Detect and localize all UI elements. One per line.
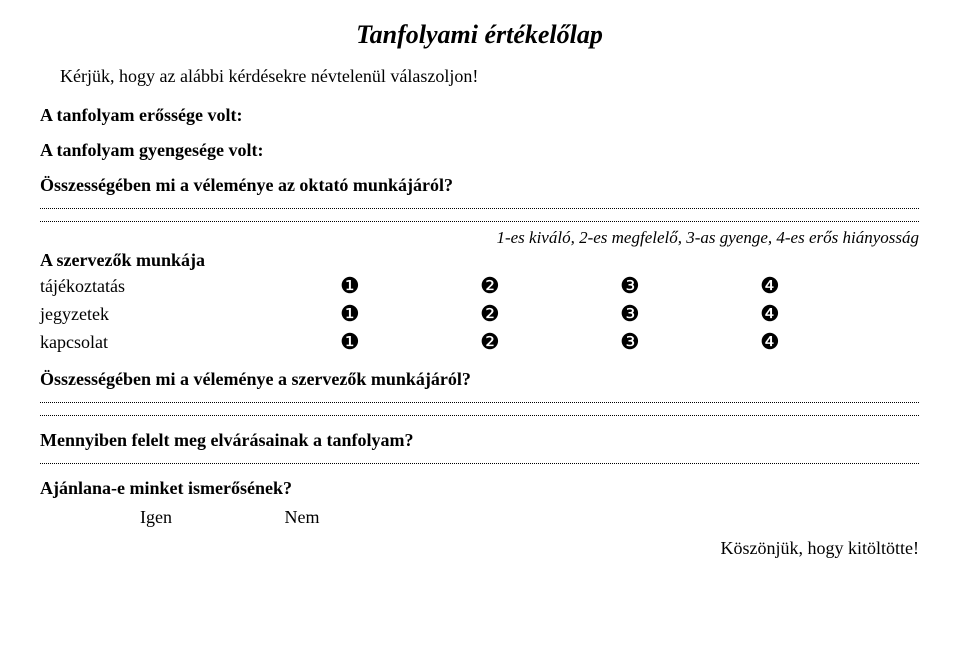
- question-weakness: A tanfolyam gyengesége volt:: [40, 140, 919, 161]
- rating-option-3[interactable]: ❸: [620, 273, 760, 299]
- rating-option-4[interactable]: ❹: [760, 273, 900, 299]
- rating-legend: 1-es kiváló, 2-es megfelelő, 3-as gyenge…: [40, 228, 919, 248]
- rating-label: tájékoztatás: [40, 276, 340, 297]
- dotted-line: [40, 415, 919, 416]
- rating-option-2[interactable]: ❷: [480, 273, 620, 299]
- rating-label: kapcsolat: [40, 332, 340, 353]
- question-organizers: Összességében mi a véleménye a szervezők…: [40, 369, 919, 390]
- rating-option-1[interactable]: ❶: [340, 329, 480, 355]
- option-yes[interactable]: Igen: [140, 507, 280, 528]
- option-no[interactable]: Nem: [285, 507, 425, 528]
- rating-row-tajekoztatas: tájékoztatás ❶ ❷ ❸ ❹: [40, 273, 919, 299]
- rating-row-kapcsolat: kapcsolat ❶ ❷ ❸ ❹: [40, 329, 919, 355]
- dotted-line: [40, 463, 919, 464]
- rating-option-2[interactable]: ❷: [480, 329, 620, 355]
- rating-option-4[interactable]: ❹: [760, 301, 900, 327]
- yes-no-row: Igen Nem: [140, 507, 919, 528]
- intro-text: Kérjük, hogy az alábbi kérdésekre névtel…: [60, 66, 919, 87]
- rating-option-3[interactable]: ❸: [620, 329, 760, 355]
- question-recommend: Ajánlana-e minket ismerősének?: [40, 478, 919, 499]
- dotted-line: [40, 402, 919, 403]
- question-strength: A tanfolyam erőssége volt:: [40, 105, 919, 126]
- dotted-line: [40, 221, 919, 222]
- organizers-heading: A szervezők munkája: [40, 250, 919, 271]
- rating-option-1[interactable]: ❶: [340, 301, 480, 327]
- rating-option-3[interactable]: ❸: [620, 301, 760, 327]
- rating-option-2[interactable]: ❷: [480, 301, 620, 327]
- question-expectations: Mennyiben felelt meg elvárásainak a tanf…: [40, 430, 919, 451]
- rating-row-jegyzetek: jegyzetek ❶ ❷ ❸ ❹: [40, 301, 919, 327]
- rating-option-4[interactable]: ❹: [760, 329, 900, 355]
- thanks-text: Köszönjük, hogy kitöltötte!: [40, 538, 919, 559]
- rating-option-1[interactable]: ❶: [340, 273, 480, 299]
- dotted-line: [40, 208, 919, 209]
- rating-label: jegyzetek: [40, 304, 340, 325]
- question-instructor: Összességében mi a véleménye az oktató m…: [40, 175, 919, 196]
- page-title: Tanfolyami értékelőlap: [40, 20, 919, 50]
